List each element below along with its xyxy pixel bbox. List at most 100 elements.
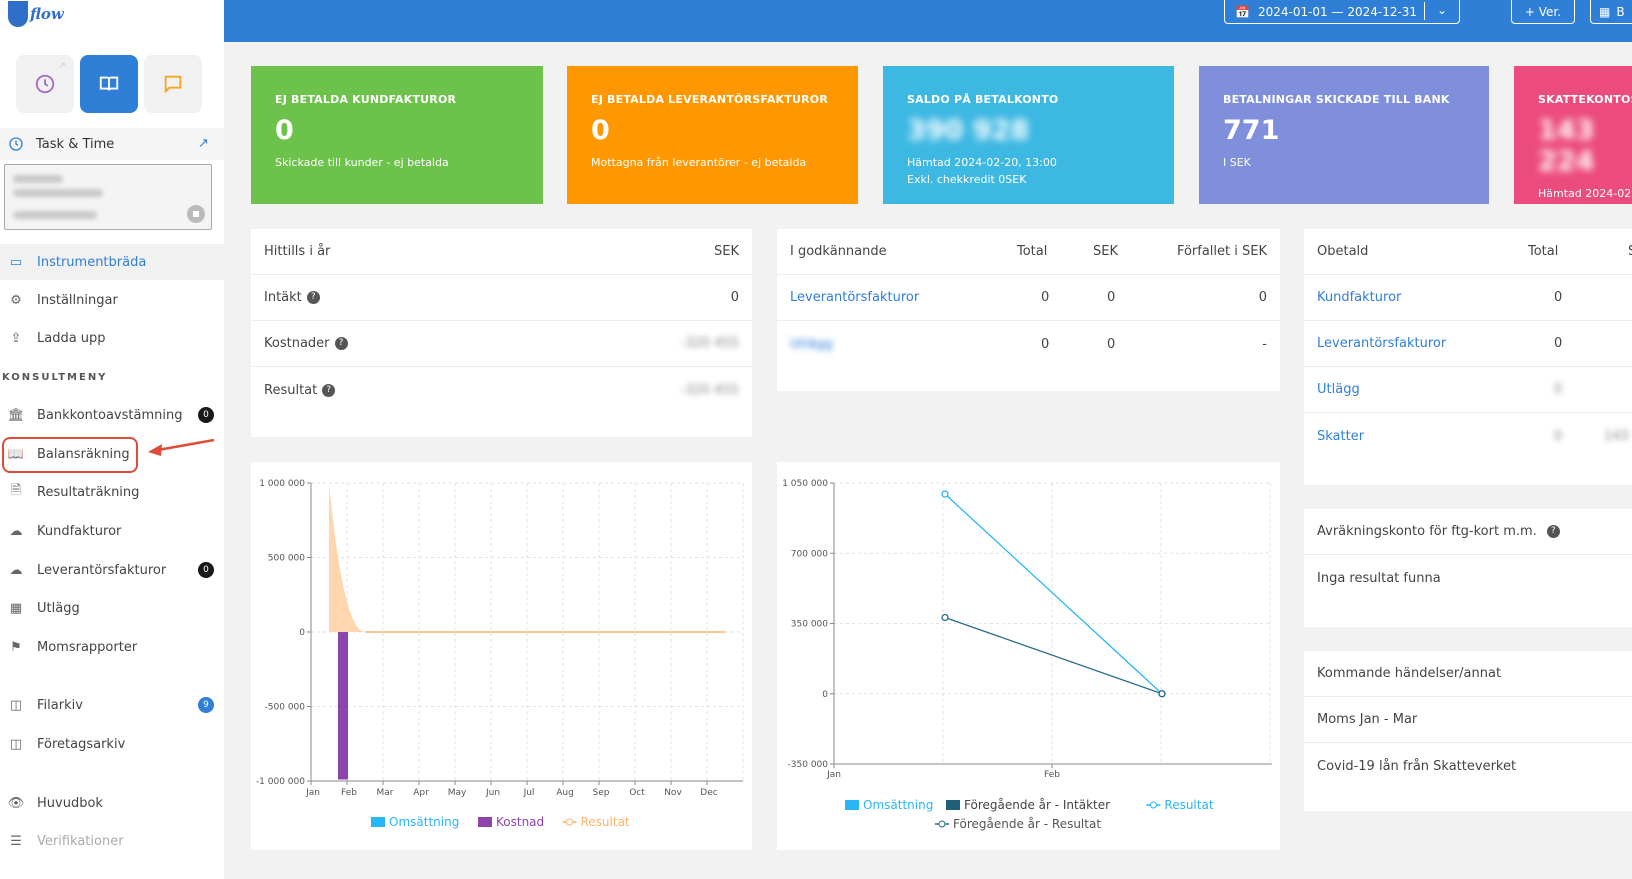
help-icon[interactable]: ? <box>322 383 336 397</box>
row-label: Resultat <box>264 382 318 398</box>
empty-state: Inga resultat funna <box>1304 555 1632 601</box>
timer-line-3 <box>13 211 97 219</box>
sidebar-item-instrumentbrada[interactable]: ▭ Instrumentbräda <box>0 244 224 280</box>
logo-mark <box>8 1 28 27</box>
new-verification-button[interactable]: + Ver. <box>1511 0 1575 24</box>
row-link[interactable]: Leverantörsfakturor <box>1317 336 1447 351</box>
sidebar-item-label: Momsrapporter <box>37 639 138 655</box>
kpi-account-balance[interactable]: SALDO PÅ BETALKONTO 390 928 Hämtad 2024-… <box>883 66 1174 204</box>
row-value: 0 <box>730 290 739 305</box>
list-icon: ☰ <box>10 833 22 849</box>
b-button-label: B <box>1616 4 1625 19</box>
b-button[interactable]: ▦ B <box>1590 0 1632 24</box>
eye-icon: 👁 <box>7 795 25 811</box>
list-item[interactable]: Moms Jan - Mar <box>1304 697 1632 743</box>
data-point <box>1158 690 1166 698</box>
sidebar-item-bankkontoavstamning[interactable]: 🏛 Bankkontoavstämning 0 <box>0 397 224 433</box>
row-link[interactable]: Leverantörsfakturor <box>790 290 920 305</box>
sidebar-item-huvudbok[interactable]: 👁 Huvudbok <box>0 785 224 821</box>
divider <box>1424 2 1425 20</box>
kpi-unpaid-customer-invoices[interactable]: EJ BETALDA KUNDFAKTUROR 0 Skickade till … <box>251 66 543 204</box>
kpi-subtitle: Hämtad 2024-02-20, 13:00 <box>907 156 1057 169</box>
table-row[interactable]: Utlägg 0 0 - <box>777 321 1280 367</box>
chart-panel-comparison: 1 050 000 700 000 350 000 0 -350 000 Jan Feb Om… <box>777 462 1280 850</box>
event-label: Moms Jan - Mar <box>1317 712 1418 727</box>
sidebar-item-resultatrakning[interactable]: 🗎 Resultaträkning <box>0 474 224 510</box>
row-value: 0 <box>1554 428 1563 444</box>
kpi-value: 771 <box>1223 115 1280 146</box>
table-row[interactable]: Utlägg 0 <box>1304 367 1632 413</box>
sidebar-item-ladda-upp[interactable]: ⇪ Ladda upp <box>0 320 224 356</box>
kpi-unpaid-supplier-invoices[interactable]: EJ BETALDA LEVERANTÖRSFAKTUROR 0 Mottagn… <box>567 66 858 204</box>
book-mode-button[interactable] <box>80 55 138 113</box>
list-item[interactable]: Covid-19 lån från Skatteverket <box>1304 743 1632 789</box>
row-link[interactable]: Skatter <box>1317 428 1365 444</box>
y-tick-label: 1 050 000 <box>782 479 828 489</box>
sidebar-item-momsrapporter[interactable]: ⚑ Momsrapporter <box>0 629 224 665</box>
timer-box[interactable]: ••••••• ••••••••••••• <box>4 164 212 230</box>
column-header: S <box>1628 244 1632 259</box>
legend-marker <box>938 820 946 828</box>
legend-label: Resultat <box>1164 798 1213 812</box>
sidebar-item-installningar[interactable]: ⚙ Inställningar <box>0 282 224 318</box>
document-icon: 🗎 <box>10 483 22 498</box>
row-label: Intäkt <box>264 290 302 305</box>
panel-year-to-date: Hittills i år SEK Intäkt? 0 Kostnader? -… <box>251 229 752 437</box>
help-icon[interactable]: ? <box>306 291 320 304</box>
clock-mode-button[interactable]: ↗ <box>16 55 74 113</box>
kpi-tax-account[interactable]: SKATTEKONTOS 143 224 Hämtad 2024-02 <box>1514 66 1632 204</box>
sidebar-item-balansrakning[interactable]: 📖 Balansräkning <box>0 436 224 472</box>
timer-line-2: ••••••••••••• <box>13 189 103 197</box>
kpi-title: EJ BETALDA LEVERANTÖRSFAKTUROR <box>591 93 828 106</box>
kpi-subtitle: Mottagna från leverantörer - ej betalda <box>591 156 807 169</box>
x-tick-label: Oct <box>629 788 645 798</box>
column-header: Total <box>1528 244 1559 259</box>
mode-switcher: ↗ <box>16 55 202 113</box>
sidebar-item-label: Resultaträkning <box>37 484 140 500</box>
kpi-payments-sent[interactable]: BETALNINGAR SKICKADE TILL BANK 771 I SEK <box>1199 66 1489 204</box>
table-row[interactable]: Kundfakturor 0 <box>1304 275 1632 321</box>
kpi-value: 0 <box>591 115 610 146</box>
legend-marker <box>566 818 573 826</box>
sidebar-item-utlagg[interactable]: ▦ Utlägg <box>0 590 224 626</box>
sidebar-item-foretagsarkiv[interactable]: ◫ Företagsarkiv <box>0 726 224 762</box>
clock-icon <box>35 74 55 94</box>
x-tick-label: May <box>448 788 467 798</box>
kpi-subtitle: I SEK <box>1223 156 1251 169</box>
legend-swatch <box>371 817 385 827</box>
help-icon[interactable]: ? <box>1546 525 1560 538</box>
chat-mode-button[interactable] <box>144 55 202 113</box>
count-badge: 9 <box>198 697 214 713</box>
chevron-down-icon[interactable]: ⌄ <box>1436 3 1447 17</box>
x-tick-label: Dec <box>700 788 717 798</box>
x-tick-label: Feb <box>1044 770 1060 780</box>
kpi-title: EJ BETALDA KUNDFAKTUROR <box>275 93 457 106</box>
legend-label: Omsättning <box>863 798 933 812</box>
sidebar-item-filarkiv[interactable]: ◫ Filarkiv 9 <box>0 687 224 723</box>
sidebar-item-label: Företagsarkiv <box>37 736 126 752</box>
table-row[interactable]: Leverantörsfakturor 0 0 0 <box>777 275 1280 321</box>
table-row: Kostnader? -320 455 <box>251 321 752 367</box>
panel-header: Hittills i år SEK <box>251 229 752 275</box>
panel-unpaid: Obetald Total S Kundfakturor 0 Leverantö… <box>1304 229 1632 485</box>
external-link-icon[interactable]: ↗ <box>198 136 209 151</box>
task-time-row[interactable]: Task & Time ↗ <box>0 128 224 160</box>
stop-timer-button[interactable] <box>187 205 205 223</box>
sidebar-item-leverantorsfakturor[interactable]: ☁ Leverantörsfakturor 0 <box>0 552 224 588</box>
logo[interactable]: flow <box>8 0 64 28</box>
row-link[interactable]: Utlägg <box>1317 382 1360 397</box>
date-range-picker[interactable]: 📅 2024-01-01 — 2024-12-31 ⌄ <box>1224 0 1460 24</box>
kpi-title: BETALNINGAR SKICKADE TILL BANK <box>1223 93 1450 106</box>
table-row[interactable]: Leverantörsfakturor 0 <box>1304 321 1632 367</box>
sidebar-item-kundfakturor[interactable]: ☁ Kundfakturor <box>0 513 224 549</box>
sidebar-item-verifikationer[interactable]: ☰ Verifikationer <box>0 823 224 859</box>
help-icon[interactable]: ? <box>334 337 348 350</box>
calendar-icon: 📅 <box>1235 4 1250 19</box>
table-row[interactable]: Skatter 0 143 <box>1304 413 1632 459</box>
x-tick-label: Aug <box>556 788 574 798</box>
table-row: Resultat? -320 455 <box>251 367 752 413</box>
panel-card-account: Avräkningskonto för ftg-kort m.m.? Inga … <box>1304 509 1632 627</box>
panel-upcoming-events: Kommande händelser/annat Moms Jan - Mar … <box>1304 651 1632 811</box>
row-link[interactable]: Kundfakturor <box>1317 290 1402 305</box>
row-link[interactable]: Utlägg <box>790 336 833 352</box>
